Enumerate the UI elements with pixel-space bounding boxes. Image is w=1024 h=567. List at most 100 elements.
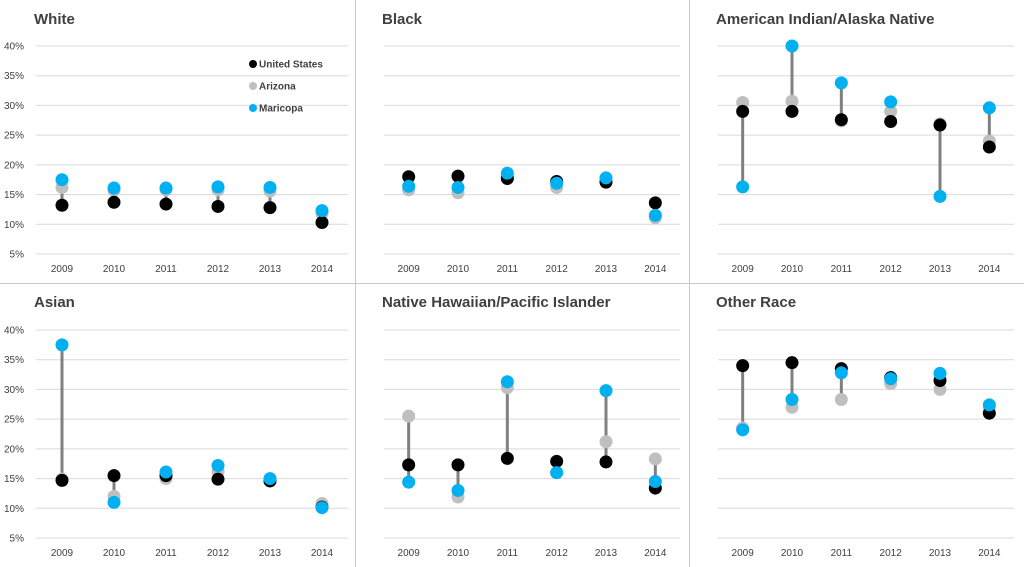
x-tick-label: 2011	[497, 264, 519, 275]
data-point-united-states	[211, 199, 225, 213]
chart-title: Other Race	[716, 294, 796, 311]
data-point-united-states	[834, 113, 848, 127]
data-point-maricopa	[402, 475, 416, 489]
data-point-united-states	[451, 169, 465, 183]
data-point-maricopa	[785, 39, 799, 53]
legend-marker	[249, 60, 257, 68]
data-point-maricopa	[55, 173, 69, 187]
y-tick-label: 40%	[4, 42, 24, 53]
y-tick-label: 20%	[4, 444, 24, 455]
chart-panel-white: White 5% 10% 15% 20% 25% 30% 35% 40% 2009 2010 2011…	[0, 0, 355, 283]
x-tick-label: 2012	[880, 264, 903, 275]
chart-svg: Asian 5% 10% 15% 20% 25% 30% 35% 40% 2009 2010 2011…	[4, 294, 348, 559]
x-tick-label: 2013	[259, 264, 282, 275]
data-point-united-states	[159, 197, 173, 211]
chart-panel-black: Black 2009 2010 2011 2012 2013 2014	[355, 0, 689, 283]
x-tick-label: 2013	[929, 264, 952, 275]
chart-panel-other-race: Other Race 2009 2010 2011 2012 2013 2014	[689, 283, 1024, 567]
chart-svg: American Indian/Alaska Native 2009 2010 201…	[716, 11, 1014, 275]
chart-panel-american-indian: American Indian/Alaska Native 2009 2010 201…	[689, 0, 1024, 283]
y-tick-label: 35%	[4, 355, 24, 366]
data-point-maricopa	[550, 176, 564, 190]
data-point-maricopa	[982, 398, 996, 412]
data-point-maricopa	[736, 423, 750, 437]
x-tick-label: 2009	[51, 264, 74, 275]
x-tick-label: 2013	[595, 264, 618, 275]
x-tick-label: 2014	[978, 548, 1001, 559]
data-point-united-states	[451, 458, 465, 472]
x-tick-label: 2013	[929, 548, 952, 559]
data-point-united-states	[500, 451, 514, 465]
x-tick-label: 2012	[880, 548, 903, 559]
data-point-maricopa	[263, 180, 277, 194]
data-point-maricopa	[107, 181, 121, 195]
data-point-arizona	[933, 382, 947, 396]
x-tick-label: 2011	[155, 264, 177, 275]
data-point-maricopa	[451, 483, 465, 497]
data-point-maricopa	[785, 393, 799, 407]
data-point-maricopa	[107, 495, 121, 509]
chart-panel-asian: Asian 5% 10% 15% 20% 25% 30% 35% 40% 2009 2010 2011…	[0, 283, 355, 567]
x-tick-label: 2014	[978, 264, 1001, 275]
data-point-maricopa	[315, 501, 329, 515]
data-point-maricopa	[159, 465, 173, 479]
data-point-maricopa	[500, 375, 514, 389]
chart-svg: Other Race 2009 2010 2011 2012 2013 2014	[716, 294, 1014, 559]
x-tick-label: 2009	[51, 548, 74, 559]
x-tick-label: 2014	[311, 264, 334, 275]
x-tick-label: 2009	[732, 548, 755, 559]
data-point-united-states	[785, 104, 799, 118]
data-point-arizona	[736, 95, 750, 109]
data-point-maricopa	[834, 76, 848, 90]
data-point-maricopa	[55, 338, 69, 352]
x-tick-label: 2011	[831, 548, 853, 559]
x-tick-label: 2009	[398, 548, 421, 559]
data-point-united-states	[107, 469, 121, 483]
x-tick-label: 2012	[207, 548, 230, 559]
data-point-maricopa	[599, 384, 613, 398]
data-point-maricopa	[933, 189, 947, 203]
y-tick-label: 30%	[4, 385, 24, 396]
data-point-united-states	[315, 216, 329, 230]
legend-label: Arizona	[259, 82, 296, 93]
chart-title: Black	[382, 11, 423, 28]
data-point-united-states	[933, 118, 947, 132]
x-tick-label: 2010	[781, 548, 804, 559]
x-tick-label: 2010	[447, 264, 470, 275]
data-point-united-states	[55, 198, 69, 212]
x-tick-label: 2012	[546, 548, 569, 559]
data-point-united-states	[55, 473, 69, 487]
chart-title: White	[34, 11, 75, 28]
data-point-maricopa	[315, 204, 329, 218]
data-point-maricopa	[550, 466, 564, 480]
x-tick-label: 2013	[259, 548, 282, 559]
x-tick-label: 2010	[103, 548, 126, 559]
data-point-maricopa	[211, 458, 225, 472]
data-point-maricopa	[933, 366, 947, 380]
chart-title: Native Hawaiian/Pacific Islander	[382, 294, 611, 311]
x-tick-label: 2013	[595, 548, 618, 559]
x-tick-label: 2010	[103, 264, 126, 275]
chart-panel-pacific-islander: Native Hawaiian/Pacific Islander 2009 2010…	[355, 283, 689, 567]
data-point-arizona	[785, 94, 799, 108]
data-point-maricopa	[599, 171, 613, 185]
data-point-maricopa	[884, 95, 898, 109]
legend-label: United States	[259, 60, 323, 71]
y-tick-label: 40%	[4, 326, 24, 337]
y-tick-label: 35%	[4, 71, 24, 82]
y-tick-label: 10%	[4, 504, 24, 515]
data-point-arizona	[834, 393, 848, 407]
legend-marker	[249, 82, 257, 90]
data-point-united-states	[982, 140, 996, 154]
legend-label: Maricopa	[259, 104, 303, 115]
data-point-maricopa	[211, 180, 225, 194]
x-tick-label: 2011	[831, 264, 853, 275]
y-tick-label: 5%	[10, 534, 25, 545]
chart-title: Asian	[34, 294, 75, 311]
data-point-united-states	[648, 196, 662, 210]
y-tick-label: 30%	[4, 101, 24, 112]
data-point-united-states	[263, 201, 277, 215]
data-point-arizona	[402, 409, 416, 423]
data-point-maricopa	[648, 475, 662, 489]
